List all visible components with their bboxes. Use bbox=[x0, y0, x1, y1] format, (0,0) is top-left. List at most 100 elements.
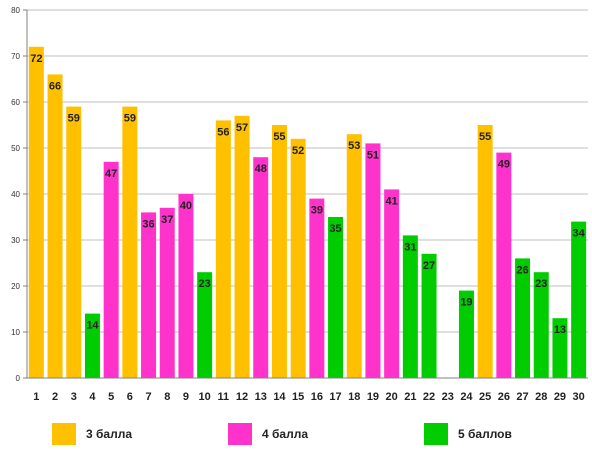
y-tick-label: 40 bbox=[11, 190, 20, 199]
bar-8 bbox=[159, 207, 175, 378]
x-tick-label: 11 bbox=[218, 391, 230, 403]
y-tick-label: 70 bbox=[11, 52, 20, 61]
data-label-4: 14 bbox=[86, 320, 99, 332]
y-tick-label: 60 bbox=[11, 98, 20, 107]
data-label-10: 23 bbox=[199, 278, 211, 290]
bar-21 bbox=[402, 235, 418, 378]
bar-15 bbox=[290, 138, 306, 378]
bar-16 bbox=[309, 198, 325, 378]
x-tick-label: 5 bbox=[108, 391, 114, 403]
x-tick-label: 21 bbox=[404, 391, 416, 403]
bar-24 bbox=[458, 290, 474, 378]
y-tick-label: 80 bbox=[11, 6, 20, 15]
bar-6 bbox=[122, 106, 138, 378]
data-label-13: 48 bbox=[255, 163, 267, 175]
data-label-22: 27 bbox=[423, 260, 435, 272]
data-label-9: 40 bbox=[180, 200, 192, 212]
x-tick-label: 19 bbox=[367, 391, 379, 403]
x-tick-label: 4 bbox=[89, 391, 96, 403]
x-tick-label: 25 bbox=[479, 391, 491, 403]
x-tick-label: 24 bbox=[460, 391, 473, 403]
legend-swatch bbox=[228, 423, 252, 445]
x-tick-label: 3 bbox=[71, 391, 77, 403]
data-label-12: 57 bbox=[236, 122, 248, 134]
x-tick-label: 2 bbox=[52, 391, 58, 403]
bar-26 bbox=[496, 152, 512, 378]
x-tick-label: 14 bbox=[273, 391, 286, 403]
data-label-14: 55 bbox=[273, 131, 285, 143]
data-label-25: 55 bbox=[479, 131, 491, 143]
bar-28 bbox=[533, 272, 549, 378]
bar-11 bbox=[215, 120, 231, 379]
x-tick-label: 20 bbox=[386, 391, 398, 403]
bar-12 bbox=[234, 115, 250, 379]
y-tick-label: 30 bbox=[11, 236, 20, 245]
data-label-24: 19 bbox=[460, 297, 472, 309]
data-label-26: 49 bbox=[498, 159, 510, 171]
bar-18 bbox=[346, 134, 362, 378]
bar-25 bbox=[477, 125, 493, 378]
bar-1 bbox=[28, 46, 44, 379]
legend-label: 3 балла bbox=[86, 427, 133, 441]
x-tick-label: 22 bbox=[423, 391, 435, 403]
data-label-20: 41 bbox=[386, 195, 398, 207]
y-tick-label: 10 bbox=[11, 328, 20, 337]
x-tick-label: 8 bbox=[164, 391, 170, 403]
bar-7 bbox=[141, 212, 157, 378]
legend-item-4: 4 балла bbox=[228, 423, 308, 445]
bar-5 bbox=[103, 161, 119, 378]
x-tick-label: 29 bbox=[554, 391, 566, 403]
legend-item-5: 5 баллов bbox=[424, 423, 512, 445]
gridlines bbox=[27, 9, 588, 379]
x-tick-label: 7 bbox=[145, 391, 151, 403]
x-tick-label: 30 bbox=[573, 391, 585, 403]
x-tick-label: 1 bbox=[33, 391, 39, 403]
bar-29 bbox=[552, 318, 568, 378]
x-tick-label: 15 bbox=[292, 391, 304, 403]
data-label-18: 53 bbox=[348, 140, 360, 152]
bar-14 bbox=[271, 125, 287, 378]
bar-2 bbox=[47, 74, 63, 379]
data-label-3: 59 bbox=[68, 113, 80, 125]
bar-19 bbox=[365, 143, 381, 378]
bar-27 bbox=[515, 258, 531, 378]
bar-3 bbox=[66, 106, 82, 378]
legend-label: 4 балла bbox=[262, 427, 309, 441]
data-label-19: 51 bbox=[367, 149, 379, 161]
data-label-8: 37 bbox=[161, 214, 173, 226]
bar-13 bbox=[253, 157, 269, 378]
x-tick-label: 12 bbox=[236, 391, 248, 403]
data-label-2: 66 bbox=[49, 80, 61, 92]
data-label-7: 36 bbox=[142, 218, 154, 230]
bar-30 bbox=[571, 221, 587, 378]
x-tick-label: 16 bbox=[311, 391, 323, 403]
x-tick-label: 6 bbox=[127, 391, 133, 403]
x-tick-label: 17 bbox=[329, 391, 341, 403]
x-tick-label: 26 bbox=[498, 391, 510, 403]
x-tick-label: 13 bbox=[255, 391, 267, 403]
bar-22 bbox=[421, 253, 437, 378]
x-tick-label: 9 bbox=[183, 391, 189, 403]
data-label-15: 52 bbox=[292, 145, 304, 157]
data-label-16: 39 bbox=[311, 205, 323, 217]
data-label-30: 34 bbox=[573, 228, 586, 240]
x-tick-label: 10 bbox=[199, 391, 211, 403]
y-tick-label: 20 bbox=[11, 282, 20, 291]
data-label-5: 47 bbox=[105, 168, 117, 180]
data-label-17: 35 bbox=[329, 223, 341, 235]
legend-swatch bbox=[424, 423, 448, 445]
x-tick-label: 27 bbox=[516, 391, 528, 403]
x-tick-label: 28 bbox=[535, 391, 547, 403]
y-tick-label: 0 bbox=[16, 374, 21, 383]
legend-swatch bbox=[52, 423, 76, 445]
x-tick-label: 18 bbox=[348, 391, 360, 403]
data-label-28: 23 bbox=[535, 278, 547, 290]
y-tick-label: 50 bbox=[11, 144, 20, 153]
bar-9 bbox=[178, 194, 194, 378]
bar-17 bbox=[328, 217, 344, 378]
bars: 72 66 59 14 47 59 36 37 40 23 56 57 48 55 52 39 35 53 51 41… bbox=[28, 46, 587, 379]
data-label-21: 31 bbox=[404, 241, 416, 253]
bar-4 bbox=[84, 313, 100, 378]
